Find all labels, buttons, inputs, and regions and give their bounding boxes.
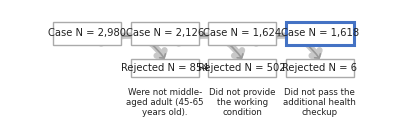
Text: Rejected N = 6: Rejected N = 6: [282, 63, 357, 73]
FancyBboxPatch shape: [131, 59, 199, 77]
Text: Did not pass the
additional health
checkup: Did not pass the additional health check…: [283, 88, 356, 117]
FancyBboxPatch shape: [53, 22, 121, 45]
FancyBboxPatch shape: [208, 22, 276, 45]
FancyBboxPatch shape: [286, 59, 354, 77]
FancyBboxPatch shape: [286, 22, 354, 45]
Text: Case N = 2,980: Case N = 2,980: [48, 28, 126, 38]
Text: Did not provide
the working
condition: Did not provide the working condition: [209, 88, 276, 117]
Text: Rejected N = 854: Rejected N = 854: [121, 63, 208, 73]
Text: Case N = 1,624: Case N = 1,624: [203, 28, 281, 38]
Text: Case N = 2,126: Case N = 2,126: [126, 28, 204, 38]
FancyBboxPatch shape: [208, 59, 276, 77]
Text: Rejected N = 502: Rejected N = 502: [198, 63, 286, 73]
Text: Case N = 1,618: Case N = 1,618: [281, 28, 359, 38]
Text: Were not middle-
aged adult (45-65
years old).: Were not middle- aged adult (45-65 years…: [126, 88, 204, 117]
FancyBboxPatch shape: [131, 22, 199, 45]
